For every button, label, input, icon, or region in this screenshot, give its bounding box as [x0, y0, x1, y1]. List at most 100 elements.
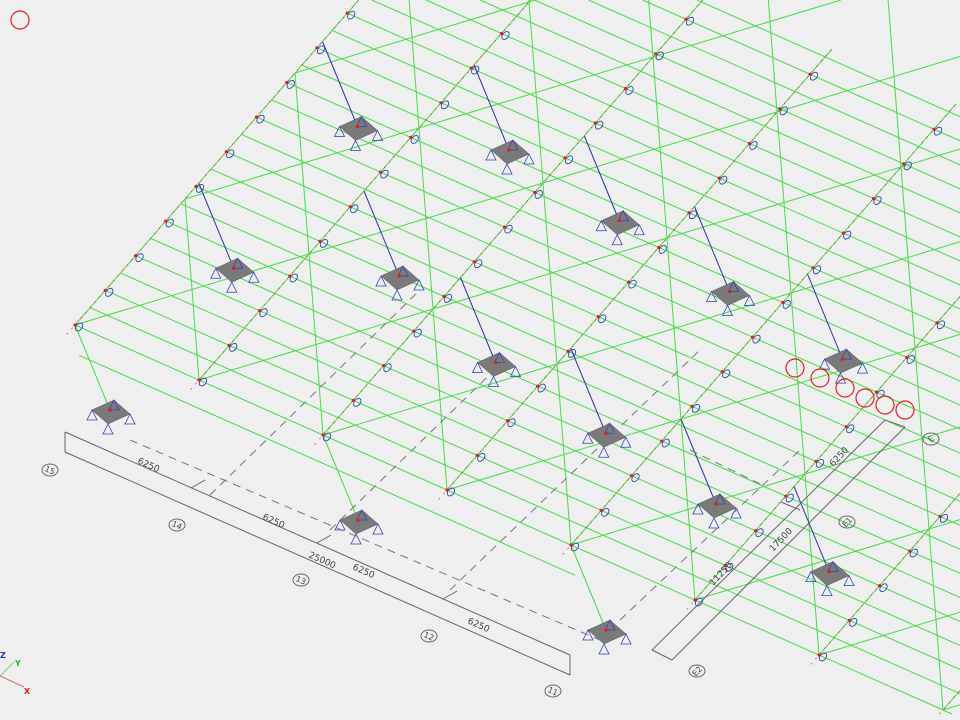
column-member[interactable]	[793, 486, 830, 572]
purlin-member[interactable]	[301, 64, 960, 358]
column-member[interactable]	[694, 206, 730, 292]
node-point	[505, 419, 510, 423]
support-icon	[582, 432, 594, 444]
bracing-member[interactable]	[652, 0, 842, 58]
column-member[interactable]	[363, 190, 400, 277]
bracing-member[interactable]	[914, 347, 930, 530]
bracing-member[interactable]	[184, 198, 200, 381]
bracing-member[interactable]	[556, 363, 572, 546]
bracing-member[interactable]	[408, 0, 420, 129]
bracing-member[interactable]	[914, 333, 960, 349]
purlin-member[interactable]	[165, 220, 960, 574]
support-icon	[708, 517, 720, 529]
purlin-member[interactable]	[226, 151, 960, 478]
node-point	[935, 321, 939, 325]
bracing-member[interactable]	[680, 418, 696, 601]
purlin-member[interactable]	[120, 272, 960, 646]
bracing-member[interactable]	[887, 0, 902, 168]
bracing-member[interactable]	[776, 55, 960, 113]
bracing-member[interactable]	[648, 0, 654, 58]
node-point	[345, 11, 349, 15]
column-member[interactable]	[680, 418, 717, 505]
column-member[interactable]	[322, 434, 359, 521]
purlin-member[interactable]	[371, 0, 960, 262]
grid-label-14: 14	[170, 519, 183, 531]
node-point	[472, 260, 476, 264]
column-member[interactable]	[460, 277, 496, 363]
column-member[interactable]	[74, 324, 111, 411]
purlin-member[interactable]	[195, 185, 960, 526]
column-member[interactable]	[473, 64, 510, 151]
purlin-member[interactable]	[180, 203, 960, 550]
purlin-member[interactable]	[534, 0, 960, 190]
bracing-member[interactable]	[528, 0, 536, 3]
bracing-member[interactable]	[790, 292, 806, 475]
column-member[interactable]	[322, 41, 358, 127]
purlin-member[interactable]	[331, 30, 960, 310]
bracing-member[interactable]	[666, 237, 682, 420]
purlin-member[interactable]	[135, 255, 960, 622]
bracing-member[interactable]	[900, 166, 916, 349]
column-member[interactable]	[583, 135, 620, 221]
node-point	[563, 156, 567, 160]
bracing-member[interactable]	[294, 72, 310, 255]
release-icon	[933, 126, 943, 136]
bracing-member[interactable]	[542, 182, 558, 365]
column-member[interactable]	[570, 544, 607, 631]
bracing-member[interactable]	[776, 111, 792, 294]
purlin-member[interactable]	[425, 0, 960, 238]
column-member[interactable]	[198, 183, 235, 269]
bracing-member[interactable]	[767, 0, 778, 113]
release-icon	[567, 349, 577, 358]
purlin-member[interactable]	[696, 0, 960, 118]
purlin-member[interactable]	[642, 0, 960, 142]
support-icon	[604, 422, 616, 434]
purlin-member[interactable]	[479, 0, 960, 214]
bracing-member[interactable]	[900, 148, 960, 168]
node-point	[593, 121, 597, 125]
bracing-member[interactable]	[432, 308, 448, 491]
release-icon	[595, 120, 604, 130]
purlin-member[interactable]	[89, 307, 960, 694]
bracing-member[interactable]	[308, 253, 324, 436]
release-icon	[631, 473, 640, 483]
rafter-member[interactable]	[570, 103, 957, 546]
node-point	[351, 398, 355, 402]
bracing-member[interactable]	[928, 519, 960, 530]
support-icon	[356, 509, 368, 521]
purlin-member[interactable]	[210, 168, 960, 502]
bracing-member[interactable]	[942, 704, 960, 711]
rafter-release-line	[314, 0, 703, 445]
purlin-member[interactable]	[241, 133, 960, 454]
rafter-member[interactable]	[446, 48, 833, 491]
bracing-member[interactable]	[928, 528, 944, 711]
bracing-member[interactable]	[804, 426, 960, 475]
node-point	[623, 86, 628, 91]
purlin-member[interactable]	[150, 237, 960, 598]
column-member[interactable]	[807, 273, 843, 360]
purlin-member[interactable]	[316, 47, 960, 334]
rafter-member[interactable]	[694, 296, 960, 601]
release-icon	[655, 51, 664, 61]
axis-triad: Z Y X	[0, 651, 31, 696]
rafter-member[interactable]	[198, 0, 532, 381]
release-icon	[846, 424, 855, 434]
rafter-member[interactable]	[942, 690, 960, 711]
purlin-member[interactable]	[105, 289, 960, 670]
bracing-member[interactable]	[418, 127, 434, 310]
release-icon	[939, 514, 949, 523]
eave-member[interactable]	[78, 354, 576, 576]
bracing-member[interactable]	[804, 473, 820, 656]
bracing-member[interactable]	[790, 241, 960, 294]
bracing-member[interactable]	[652, 56, 668, 239]
release-icon	[725, 562, 734, 572]
purlin-member[interactable]	[74, 324, 953, 715]
bracing-member[interactable]	[818, 611, 960, 656]
grid-label-11: 11	[546, 685, 559, 697]
bracing-member[interactable]	[528, 1, 544, 184]
node-point	[690, 404, 694, 408]
node-point	[747, 141, 752, 146]
column-member[interactable]	[570, 348, 607, 434]
